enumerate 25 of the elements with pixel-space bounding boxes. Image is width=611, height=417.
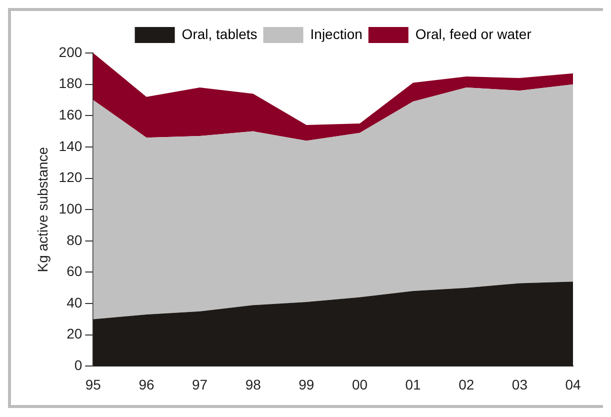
- x-tick-label: 02: [458, 376, 474, 392]
- x-tick-label: 97: [192, 376, 208, 392]
- legend-label: Oral, feed or water: [415, 26, 532, 42]
- x-tick-label: 03: [512, 376, 528, 392]
- y-tick-label: 20: [66, 326, 82, 342]
- x-tick-label: 99: [298, 376, 314, 392]
- x-tick-label: 00: [352, 376, 368, 392]
- x-tick-label: 98: [245, 376, 262, 392]
- y-tick-label: 80: [66, 232, 82, 248]
- y-tick-label: 200: [58, 44, 82, 60]
- y-tick-label: 140: [58, 138, 82, 154]
- y-axis-title: Kg active substance: [34, 146, 50, 272]
- y-tick-label: 60: [66, 263, 82, 280]
- x-tick-label: 01: [405, 376, 422, 392]
- x-tick-label: 96: [138, 376, 154, 392]
- legend-label: Injection: [310, 26, 362, 42]
- x-tick-label: 95: [85, 376, 102, 392]
- y-tick-label: 160: [58, 106, 82, 122]
- y-tick-label: 180: [58, 75, 82, 92]
- y-tick-label: 0: [74, 357, 82, 374]
- x-tick-label: 04: [565, 376, 581, 392]
- y-tick-label: 100: [58, 200, 82, 216]
- y-tick-label: 120: [58, 169, 82, 186]
- y-tick-label: 40: [66, 294, 82, 310]
- legend-label: Oral, tablets: [182, 26, 258, 42]
